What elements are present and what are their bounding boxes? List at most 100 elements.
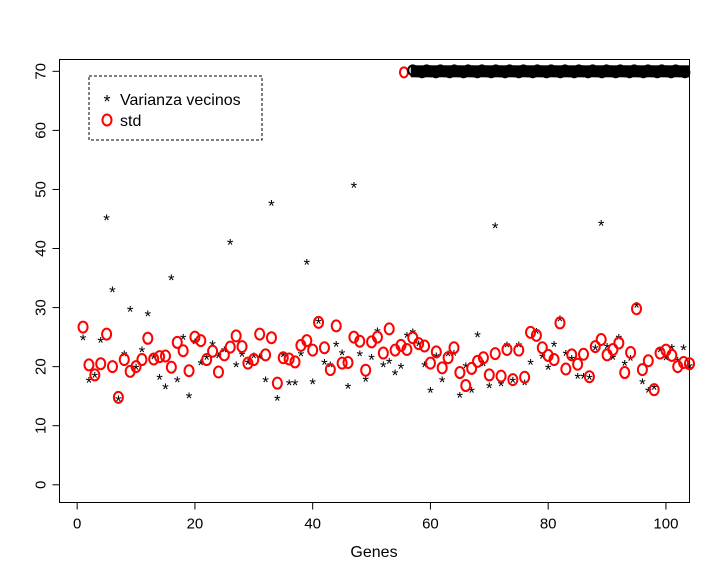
- std-point: [330, 319, 342, 333]
- std-point: [218, 348, 230, 362]
- varianza-point: *: [498, 377, 505, 396]
- varianza-point: *: [274, 391, 281, 410]
- varianza-point: *: [97, 333, 104, 352]
- std-point: [106, 360, 118, 374]
- varianza-point: *: [303, 255, 310, 274]
- varianza-point: *: [92, 368, 99, 387]
- varianza-point: *: [674, 354, 681, 373]
- varianza-point: *: [162, 380, 169, 399]
- varianza-point: *: [192, 335, 199, 354]
- varianza-point: *: [386, 355, 393, 374]
- varianza-point: *: [468, 384, 475, 403]
- varianza-point: *: [127, 303, 134, 322]
- std-point: [324, 363, 336, 377]
- varianza-point: *: [197, 356, 204, 375]
- varianza-point: *: [280, 348, 287, 367]
- varianza-point: *: [215, 349, 222, 368]
- varianza-point: *: [86, 374, 93, 393]
- std-point: [548, 353, 560, 367]
- varianza-point: *: [504, 338, 511, 357]
- varianza-point: *: [409, 325, 416, 344]
- varianza-point: *: [356, 347, 363, 366]
- std-point: [442, 351, 454, 365]
- varianza-point: *: [203, 351, 210, 370]
- std-point: [519, 370, 531, 384]
- varianza-point: *: [645, 384, 652, 403]
- std-point: [536, 341, 548, 355]
- std-point: [201, 353, 213, 367]
- legend: * Varianza vecinos std: [88, 75, 263, 141]
- varianza-point: *: [580, 369, 587, 388]
- std-point: [189, 330, 201, 344]
- std-point: [383, 322, 395, 336]
- std-point: [636, 363, 648, 377]
- std-point: [142, 331, 154, 345]
- varianza-point: *: [174, 373, 181, 392]
- std-point: [371, 330, 383, 344]
- varianza-point: *: [139, 343, 146, 362]
- varianza-point: *: [109, 283, 116, 302]
- std-point: [148, 352, 160, 366]
- std-point: [277, 351, 289, 365]
- varianza-point: *: [527, 355, 534, 374]
- std-point: [260, 348, 272, 362]
- varianza-point: *: [515, 338, 522, 357]
- varianza-point: *: [651, 381, 658, 400]
- std-point: [354, 334, 366, 348]
- varianza-point: *: [427, 384, 434, 403]
- std-point: [301, 334, 313, 348]
- varianza-point: *: [492, 219, 499, 238]
- std-point: [83, 358, 95, 372]
- varianza-point: *: [250, 349, 257, 368]
- varianza-point: *: [327, 358, 334, 377]
- legend-marker-varianza-vecinos: *: [103, 92, 110, 112]
- varianza-point: *: [533, 325, 540, 344]
- varianza-point: *: [598, 216, 605, 235]
- varianza-point: *: [268, 196, 275, 215]
- varianza-point: *: [445, 347, 452, 366]
- varianza-point: *: [457, 388, 464, 407]
- std-point: [684, 357, 695, 371]
- varianza-point: *: [168, 271, 175, 290]
- std-point: [95, 357, 107, 371]
- clipped-point: [398, 66, 409, 79]
- y-tick-label: 10: [33, 417, 50, 434]
- varianza-point: *: [462, 359, 469, 378]
- std-point: [183, 364, 195, 378]
- y-tick-label: 50: [33, 181, 50, 198]
- varianza-point: *: [551, 338, 558, 357]
- std-point: [242, 356, 254, 370]
- varianza-point: *: [121, 347, 128, 366]
- varianza-point: *: [621, 356, 628, 375]
- std-point: [654, 346, 666, 360]
- varianza-point: *: [486, 379, 493, 398]
- varianza-point: *: [80, 331, 87, 350]
- varianza-point: *: [404, 329, 411, 348]
- std-point: [430, 345, 442, 359]
- std-point: [212, 365, 224, 379]
- varianza-point: *: [480, 357, 487, 376]
- varianza-point: *: [221, 343, 228, 362]
- varianza-point: *: [321, 355, 328, 374]
- std-point: [336, 356, 348, 370]
- std-point: [401, 343, 413, 357]
- varianza-point: *: [392, 366, 399, 385]
- varianza-point: *: [315, 315, 322, 334]
- std-point: [489, 347, 501, 361]
- std-point: [195, 334, 207, 348]
- varianza-point: *: [557, 312, 564, 331]
- x-tick-label: 80: [540, 516, 557, 533]
- std-point: [560, 362, 572, 376]
- std-point: [112, 390, 124, 404]
- std-point: [448, 341, 460, 355]
- std-point: [254, 327, 266, 341]
- varianza-point: *: [145, 307, 152, 326]
- y-tick-label: 70: [33, 63, 50, 80]
- varianza-point: *: [539, 349, 546, 368]
- varianza-point: *: [521, 376, 528, 395]
- varianza-point: *: [421, 358, 428, 377]
- std-point: [454, 366, 466, 380]
- std-point: [236, 340, 248, 354]
- varianza-point: *: [286, 376, 293, 395]
